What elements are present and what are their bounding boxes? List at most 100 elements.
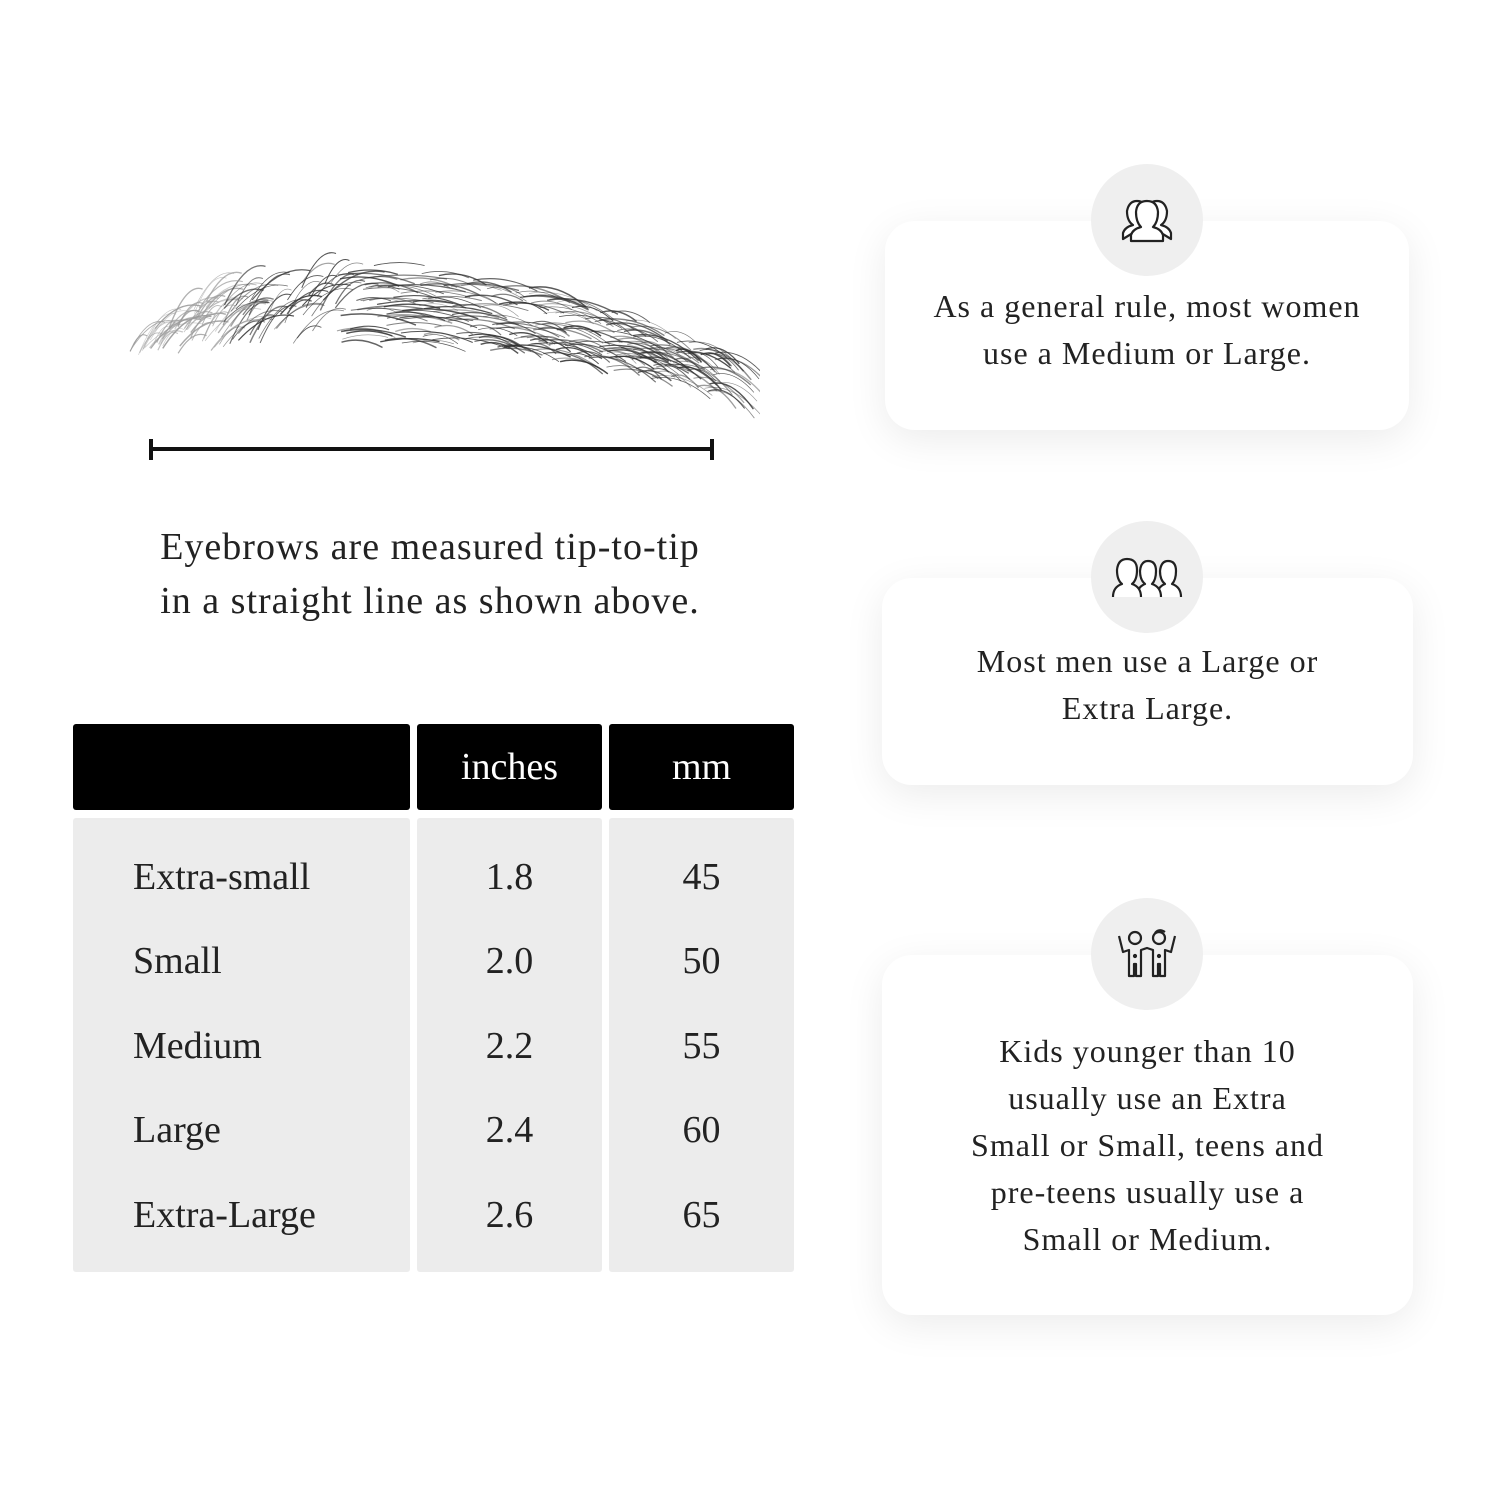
eyebrow-hair <box>208 283 257 309</box>
eyebrow-hair <box>708 389 746 409</box>
eyebrow-hair <box>465 336 527 350</box>
kids-card: Kids younger than 10 usually use an Extr… <box>882 955 1413 1315</box>
row-size-label: Medium <box>133 1025 262 1067</box>
eyebrow-hair <box>434 324 474 336</box>
eyebrow-hair <box>168 287 203 328</box>
eyebrow-hair <box>705 353 739 371</box>
eyebrow-hair <box>620 345 658 363</box>
eyebrow-hair <box>707 390 755 419</box>
eyebrow-hair <box>249 314 276 336</box>
eyebrow-hair <box>464 294 497 304</box>
eyebrow-hair <box>421 271 470 279</box>
eyebrow-hair <box>610 335 664 357</box>
eyebrow-hair <box>571 305 614 322</box>
eyebrow-hair <box>555 311 594 325</box>
eyebrow-hair <box>229 301 270 344</box>
eyebrow-hair <box>584 354 641 377</box>
eyebrow-hair <box>637 351 695 374</box>
eyebrow-hair <box>674 357 702 372</box>
eyebrow-hair <box>229 298 269 327</box>
eyebrow-hair <box>714 357 760 377</box>
eyebrow-hair <box>676 340 728 358</box>
eyebrow-hair <box>346 330 393 337</box>
eyebrow-hair <box>599 344 669 363</box>
card-line: Small or Small, teens and <box>971 1126 1324 1163</box>
eyebrow-hair <box>412 299 467 309</box>
eyebrow-hair <box>422 334 459 345</box>
eyebrow-hair <box>142 321 176 350</box>
eyebrow-hair <box>631 357 670 373</box>
row-mm-value: 45 <box>682 856 721 898</box>
eyebrow-hair <box>340 313 417 326</box>
eyebrow-hair <box>339 276 400 287</box>
eyebrow-hair <box>259 305 297 344</box>
eyebrow-hair <box>368 285 400 293</box>
eyebrow-hair <box>530 300 573 311</box>
eyebrow-hair <box>543 311 592 323</box>
eyebrow-hair <box>242 297 274 316</box>
eyebrow-hair <box>205 284 251 308</box>
eyebrow-hair <box>618 337 674 359</box>
eyebrow-hair <box>616 353 679 375</box>
eyebrow-hair <box>608 355 655 370</box>
eyebrow-hair <box>387 283 466 293</box>
eyebrow-hair <box>433 309 500 319</box>
eyebrow-hair <box>237 314 295 341</box>
eyebrow-hair <box>559 359 609 375</box>
eyebrow-hair <box>527 342 557 355</box>
kids-icon <box>1091 898 1203 1010</box>
eyebrow-hair <box>235 284 288 310</box>
eyebrow-hair <box>538 338 604 353</box>
eyebrow-hair <box>588 356 657 383</box>
eyebrow-hair <box>129 320 175 352</box>
eyebrow-hair <box>217 302 267 334</box>
row-mm-value: 50 <box>682 940 721 982</box>
eyebrow-hair <box>675 348 703 363</box>
card-line: As a general rule, most women <box>933 287 1361 324</box>
eyebrow-hair <box>670 374 700 389</box>
row-size-label: Small <box>133 940 222 982</box>
eyebrow-hair <box>519 295 590 311</box>
eyebrow-hair <box>312 307 347 332</box>
row-inches-value: 2.0 <box>485 940 534 982</box>
caption-line: in a straight line as shown above. <box>160 580 700 622</box>
eyebrow-hair <box>191 322 214 341</box>
eyebrow-hair <box>513 336 551 347</box>
eyebrow-hair <box>201 311 229 342</box>
eyebrow-hair <box>238 310 283 334</box>
eyebrow-hair <box>292 309 344 344</box>
eyebrow-hair <box>531 342 603 360</box>
eyebrow-hair <box>296 325 322 339</box>
eyebrow-hair <box>576 351 611 363</box>
row-size-label: Large <box>133 1109 221 1151</box>
eyebrow-hair <box>198 280 243 309</box>
eyebrow-hair <box>429 277 482 291</box>
eyebrow-hair <box>305 274 338 308</box>
measurement-tick-right <box>710 439 714 460</box>
measurement-tick-left <box>149 439 153 460</box>
eyebrow-hair <box>365 284 400 290</box>
eyebrow-hair <box>627 342 672 363</box>
eyebrow-hair <box>308 282 334 296</box>
eyebrow-hair <box>498 301 550 311</box>
eyebrow-hair <box>150 318 202 349</box>
eyebrow-hair <box>177 309 201 326</box>
row-inches-value: 1.8 <box>485 856 534 898</box>
eyebrow-hair <box>302 288 353 316</box>
eyebrow-hair <box>343 328 396 338</box>
eyebrow-hair <box>386 321 442 327</box>
eyebrow-hair <box>693 376 745 404</box>
eyebrow-hair <box>647 346 700 364</box>
inches-column <box>417 818 602 1272</box>
row-inches-value: 2.6 <box>485 1194 534 1236</box>
card-line: Kids younger than 10 <box>999 1032 1296 1069</box>
eyebrow-hair <box>533 327 592 340</box>
eyebrow-hair <box>341 339 383 349</box>
eyebrow-hair <box>402 308 479 320</box>
mm-column <box>609 818 794 1272</box>
eyebrow-hair <box>142 308 182 351</box>
eyebrow-hair <box>284 281 320 324</box>
eyebrow-hair <box>688 352 719 368</box>
eyebrow-hair <box>526 335 556 345</box>
eyebrow-hair <box>356 296 392 302</box>
